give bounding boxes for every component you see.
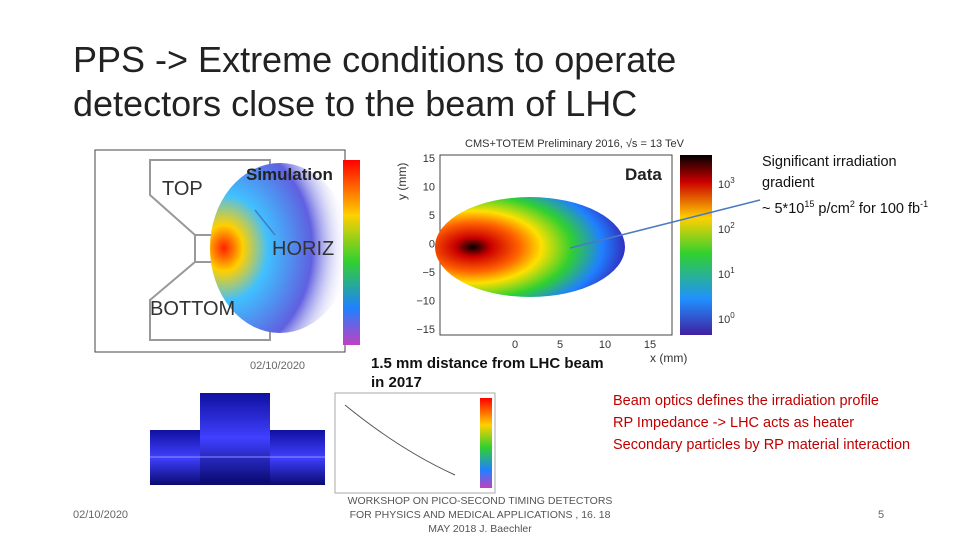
region-label: BOTTOM	[150, 298, 235, 320]
scale-label: 101	[718, 266, 735, 281]
x-tick-label: 10	[599, 339, 611, 351]
slide-title: PPS -> Extreme conditions to operate det…	[73, 39, 677, 124]
x-tick-label: 15	[644, 339, 656, 351]
text: for 100 fb	[854, 200, 921, 217]
scale-base: 10	[718, 224, 730, 236]
scale-label: 102	[718, 221, 735, 236]
scale-exp: 3	[730, 176, 735, 185]
annotation-line: ~ 5*1015 p/cm2 for 100 fb-1	[762, 194, 960, 220]
annotation-line: gradient	[762, 175, 815, 191]
y-tick-label: 15	[423, 153, 435, 165]
scale-exp: 2	[730, 221, 735, 230]
scale-base: 10	[718, 269, 730, 281]
scale-base: 10	[718, 314, 730, 326]
image-date: 02/10/2020	[250, 360, 306, 372]
distance-note: 1.5 mm distance from LHC beam in 2017	[371, 355, 604, 391]
scale-label: 100	[718, 311, 735, 326]
bullet: RP Impedance -> LHC acts as heater	[613, 415, 855, 431]
bullet: Beam optics defines the irradiation prof…	[613, 393, 879, 409]
region-label: HORIZ	[272, 238, 334, 260]
footer-text: WORKSHOP ON PICO-SECOND TIMING DETECTORS…	[347, 495, 613, 535]
scale-base: 10	[718, 179, 730, 191]
y-tick-label: 10	[423, 182, 435, 194]
y-tick-label: −15	[416, 324, 435, 336]
x-tick-label: 0	[512, 339, 518, 351]
page-number: 5	[878, 509, 885, 521]
y-tick-label: −5	[422, 267, 435, 279]
y-tick-label: 0	[429, 239, 435, 251]
scale-exp: 1	[730, 266, 735, 275]
superscript: 2	[849, 199, 855, 209]
plot-header: CMS+TOTEM Preliminary 2016, √s = 13 TeV	[465, 138, 685, 150]
sim-label: Simulation	[246, 165, 333, 184]
superscript: 15	[804, 199, 815, 209]
annotation-line: Significant irradiation	[762, 154, 897, 170]
text: p/cm	[814, 200, 850, 217]
superscript: -1	[920, 199, 929, 209]
bullet: Secondary particles by RP material inter…	[613, 437, 911, 453]
scale-label: 103	[718, 176, 735, 191]
bullet-list: Beam optics defines the irradiation prof…	[613, 390, 910, 456]
footer-date: 02/10/2020	[73, 509, 129, 521]
annotation: Significant irradiation gradient ~ 5*101…	[762, 152, 960, 220]
data-label: Data	[625, 165, 662, 184]
region-label: TOP	[162, 178, 203, 200]
scale-exp: 0	[730, 311, 735, 320]
x-tick-label: 5	[557, 339, 563, 351]
y-tick-label: 5	[429, 210, 435, 222]
y-tick-label: −10	[416, 296, 435, 308]
x-axis-label: x (mm)	[650, 351, 687, 365]
text: ~ 5*10	[762, 200, 805, 217]
y-axis-label: y (mm)	[395, 163, 409, 200]
